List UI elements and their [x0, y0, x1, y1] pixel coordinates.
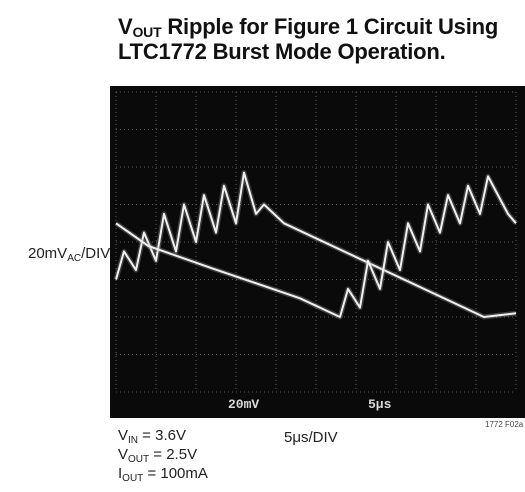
x-axis-label: 5μs/DIV — [284, 429, 338, 446]
title-line-2: LTC1772 Burst Mode Operation. — [118, 39, 446, 64]
test-conditions: VIN = 3.6V VOUT = 2.5V IOUT = 100mA — [118, 426, 208, 484]
trace-line-1 — [115, 171, 517, 318]
condition-vin: VIN = 3.6V — [118, 427, 186, 446]
condition-iout: IOUT = 100mA — [118, 465, 208, 484]
figure-id: 1772 F02a — [485, 420, 524, 429]
chart-title: VOUT Ripple for Figure 1 Circuit Using L… — [118, 14, 518, 64]
oscilloscope-screen: 20mV 5μs — [110, 86, 525, 418]
scope-plot: 20mV 5μs — [113, 91, 518, 412]
volts-per-div-readout: 20mV — [228, 397, 259, 412]
grid — [115, 91, 517, 393]
traces — [113, 170, 518, 320]
title-line-1: VOUT Ripple for Figure 1 Circuit Using — [118, 14, 499, 40]
trace-line-2 — [115, 175, 517, 318]
time-per-div-readout: 5μs — [368, 397, 392, 412]
y-axis-label: 20mVAC/DIV — [28, 245, 111, 264]
condition-vout: VOUT = 2.5V — [118, 446, 198, 465]
